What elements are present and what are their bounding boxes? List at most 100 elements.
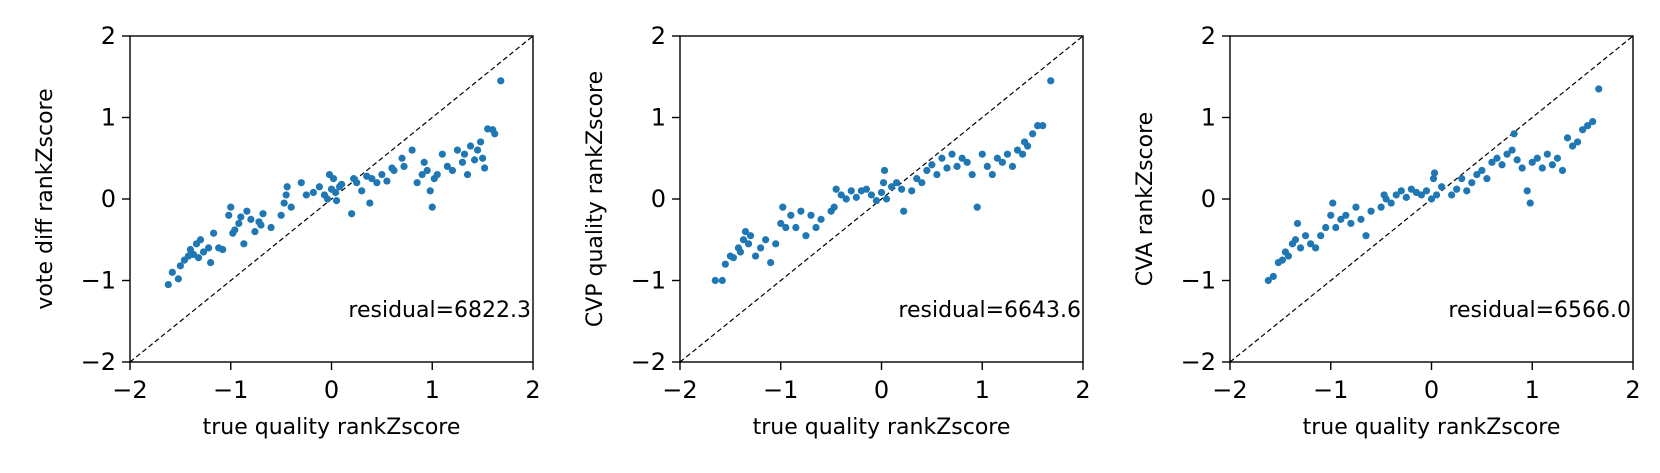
x-axis-label: true quality rankZscore bbox=[1303, 415, 1561, 440]
scatter-series bbox=[1264, 85, 1603, 285]
residual-annotation: residual=6643.6 bbox=[898, 298, 1081, 323]
data-point bbox=[1579, 126, 1587, 134]
data-point bbox=[196, 236, 205, 244]
data-point bbox=[1427, 195, 1436, 203]
data-point bbox=[277, 211, 285, 219]
data-point bbox=[348, 210, 356, 218]
data-point bbox=[1508, 146, 1516, 154]
data-point bbox=[792, 223, 800, 232]
data-point bbox=[1402, 193, 1410, 201]
data-point bbox=[777, 219, 785, 228]
x-tick-label: −1 bbox=[213, 376, 248, 404]
data-point bbox=[988, 170, 996, 179]
y-axis-label: CVA rankZscore bbox=[1133, 112, 1158, 286]
data-point bbox=[882, 195, 891, 203]
data-point bbox=[1377, 203, 1385, 211]
data-point bbox=[1347, 219, 1355, 228]
data-point bbox=[1362, 232, 1370, 240]
data-point bbox=[807, 211, 815, 219]
data-point bbox=[420, 158, 428, 166]
x-axis-label: true quality rankZscore bbox=[753, 415, 1011, 440]
x-tick-label: 2 bbox=[525, 376, 540, 404]
data-point bbox=[953, 162, 961, 170]
x-tick-label: −2 bbox=[1212, 376, 1247, 404]
data-point bbox=[323, 195, 332, 203]
data-point bbox=[426, 187, 434, 195]
data-point bbox=[194, 254, 203, 262]
data-point bbox=[837, 191, 845, 199]
data-point bbox=[473, 146, 482, 154]
data-point bbox=[779, 203, 787, 211]
data-point bbox=[852, 193, 860, 201]
data-point bbox=[199, 248, 208, 256]
y-tick-label: 0 bbox=[651, 185, 666, 213]
data-point bbox=[251, 228, 259, 236]
data-point bbox=[767, 258, 775, 267]
x-tick-label: 0 bbox=[1424, 376, 1439, 404]
data-point bbox=[1327, 211, 1335, 219]
data-point bbox=[943, 164, 951, 172]
data-point bbox=[1538, 164, 1546, 172]
data-point bbox=[830, 203, 838, 211]
data-point bbox=[973, 203, 981, 211]
data-point bbox=[1468, 179, 1476, 187]
data-point bbox=[862, 185, 870, 193]
data-point bbox=[383, 177, 391, 185]
residual-annotation: residual=6566.0 bbox=[1448, 298, 1631, 323]
data-point bbox=[1329, 199, 1337, 207]
data-point bbox=[797, 207, 805, 215]
data-point bbox=[1397, 187, 1405, 195]
data-point bbox=[1023, 142, 1032, 150]
data-point bbox=[847, 187, 855, 195]
data-point bbox=[913, 175, 921, 183]
data-point bbox=[993, 154, 1001, 162]
data-point bbox=[812, 223, 820, 232]
data-point bbox=[983, 162, 991, 170]
data-point bbox=[879, 179, 888, 187]
data-point bbox=[751, 252, 760, 260]
data-point bbox=[1553, 154, 1562, 162]
data-point bbox=[438, 150, 446, 158]
data-point bbox=[1264, 276, 1272, 285]
data-point bbox=[282, 191, 290, 199]
data-point bbox=[898, 185, 906, 193]
data-point bbox=[398, 154, 406, 162]
data-point bbox=[739, 236, 748, 244]
data-point bbox=[928, 161, 936, 169]
data-point bbox=[1513, 156, 1521, 164]
data-point bbox=[1312, 244, 1320, 252]
y-tick-label: 2 bbox=[101, 22, 116, 50]
data-point bbox=[1453, 185, 1461, 193]
data-point bbox=[433, 170, 441, 179]
data-point bbox=[744, 240, 753, 248]
data-point bbox=[1473, 170, 1481, 179]
data-point bbox=[378, 170, 386, 179]
data-point bbox=[283, 183, 291, 191]
y-tick-label: −1 bbox=[631, 267, 666, 295]
x-axis-label: true quality rankZscore bbox=[203, 415, 461, 440]
data-point bbox=[832, 185, 840, 193]
panel-1: −2−2 −1 −1 0 0 1 1 2 2 true quality rankZscore vot… bbox=[33, 22, 541, 440]
data-point bbox=[1573, 138, 1582, 146]
data-point bbox=[423, 166, 431, 175]
data-point bbox=[1518, 164, 1526, 172]
data-point bbox=[287, 203, 295, 211]
data-point bbox=[1523, 187, 1531, 195]
data-point bbox=[491, 130, 499, 138]
data-point bbox=[219, 245, 227, 254]
data-point bbox=[867, 191, 876, 199]
data-point bbox=[497, 77, 505, 85]
panel-3: −2−2 −1 −1 0 0 1 1 2 2 true quality rankZscore CVA… bbox=[1133, 22, 1641, 440]
x-tick-label: 2 bbox=[1625, 376, 1640, 404]
data-point bbox=[1448, 191, 1456, 199]
data-point bbox=[164, 280, 172, 289]
data-point bbox=[711, 276, 719, 285]
x-tick-label: −2 bbox=[662, 376, 697, 404]
reference-line bbox=[129, 35, 534, 363]
data-point bbox=[1337, 215, 1345, 223]
data-point bbox=[880, 166, 889, 175]
data-point bbox=[938, 154, 946, 162]
data-point bbox=[240, 240, 248, 248]
y-tick-label: −2 bbox=[631, 348, 666, 376]
